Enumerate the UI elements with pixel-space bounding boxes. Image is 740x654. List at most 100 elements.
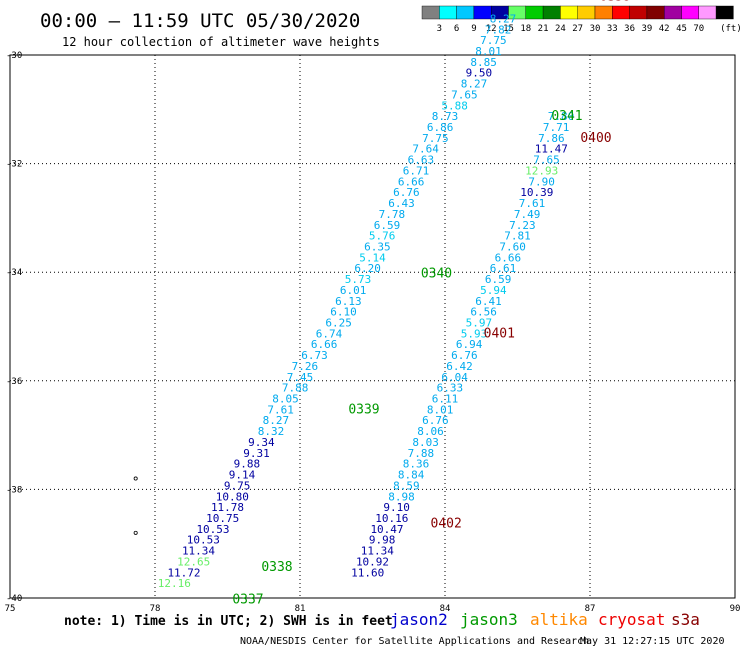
wave-height-value: 6.25 <box>325 317 352 330</box>
colorbar-swatch <box>525 5 544 20</box>
colorbar-label: 39 <box>641 24 652 34</box>
colorbar-label: 42 <box>659 24 670 34</box>
colorbar-label: 27 <box>572 24 583 34</box>
colorbar-label: 70 <box>693 24 704 34</box>
wave-height-value: 6.73 <box>301 349 328 362</box>
wave-height-value: 6.86 <box>427 121 454 134</box>
wave-height-value: 10.16 <box>375 512 408 525</box>
plot-frame <box>9 54 736 599</box>
wave-height-value: 6.11 <box>432 393 459 406</box>
wave-height-value: 10.75 <box>206 512 239 525</box>
wave-height-value: 8.98 <box>388 490 415 503</box>
y-tick-label: -40 <box>6 594 22 604</box>
colorbar-swatch <box>560 5 578 20</box>
wave-height-value: 11.60 <box>351 566 384 579</box>
wave-height-value: 7.61 <box>267 403 294 416</box>
wave-height-value: 8.01 <box>475 45 502 58</box>
wave-height-value: 8.03 <box>412 436 439 449</box>
legend-cryosat: cryosat <box>598 610 665 629</box>
wave-height-value: 8.32 <box>258 425 285 438</box>
colorbar-swatch <box>629 5 648 20</box>
wave-height-value: 8.27 <box>490 12 517 25</box>
wave-height-value: 10.92 <box>356 555 389 568</box>
wave-height-value: 9.31 <box>243 447 270 460</box>
time-label: 0402 <box>431 516 462 531</box>
wave-height-value: 5.76 <box>369 230 396 243</box>
wave-height-value: 9.50 <box>466 67 493 80</box>
wave-height-value: 7.81 <box>504 230 531 243</box>
time-label: 0338 <box>261 560 292 575</box>
wave-height-value: 6.66 <box>311 338 338 351</box>
wave-height-value: 11.34 <box>361 545 394 558</box>
wave-height-value: 10.39 <box>520 186 553 199</box>
wave-height-value: 6.35 <box>364 240 391 253</box>
wave-height-value: 8.27 <box>263 414 290 427</box>
wave-height-value: 5.93 <box>461 327 488 340</box>
point-marker <box>133 476 138 481</box>
x-tick-label: 78 <box>150 604 161 614</box>
chart-title: 00:00 – 11:59 UTC 05/30/2020 <box>40 10 360 32</box>
wave-height-value: 6.74 <box>316 327 343 340</box>
wave-height-value: 9.10 <box>383 501 410 514</box>
wave-height-value: 7.75 <box>480 34 507 47</box>
wave-height-value: 7.86 <box>538 132 565 145</box>
wave-height-value: 7.23 <box>509 219 536 232</box>
grid-lines <box>10 55 735 598</box>
colorbar-swatch <box>577 5 596 20</box>
y-axis: -30 -32 -34 -36 -38 -40 <box>6 51 22 604</box>
time-label: 0401 <box>484 326 515 341</box>
wave-height-value: 8.01 <box>427 403 454 416</box>
wave-height-value: 10.80 <box>216 490 249 503</box>
legend-altika: altika <box>530 610 588 629</box>
colorbar-swatch <box>542 5 561 20</box>
wave-height-value: 7.78 <box>379 208 406 221</box>
colorbar-swatch <box>594 5 613 20</box>
wave-height-value: 9.14 <box>229 469 256 482</box>
footer-timestamp: May 31 12:27:15 UTC 2020 <box>580 636 725 647</box>
wave-height-value: 9.34 <box>248 436 275 449</box>
time-label: 0339 <box>348 402 379 417</box>
time-label: 0341 <box>551 109 582 124</box>
colorbar-swatch <box>421 5 440 20</box>
wave-height-value: 6.42 <box>446 360 473 373</box>
colorbar-swatch <box>612 5 630 20</box>
footer-credit: NOAA/NESDIS Center for Satellite Applica… <box>240 636 589 647</box>
colorbar-label: 12 <box>486 24 497 34</box>
wave-height-value: 8.59 <box>393 479 420 492</box>
wave-height-value: 6.43 <box>388 197 415 210</box>
x-tick-label: 90 <box>730 604 740 614</box>
time-label: 0400 <box>580 131 611 146</box>
colorbar-label: 3 <box>437 24 442 34</box>
wave-height-value: 8.05 <box>272 393 299 406</box>
colorbar-label: 45 <box>676 24 687 34</box>
wave-height-value: 7.65 <box>533 154 560 167</box>
colorbar-swatch <box>439 5 457 20</box>
colorbar-swatch <box>456 5 475 20</box>
x-tick-label: 87 <box>585 604 596 614</box>
point-marker <box>133 530 138 535</box>
colorbar-label: 30 <box>590 24 601 34</box>
wave-height-value: 6.71 <box>403 164 430 177</box>
wave-height-value: 8.36 <box>403 458 430 471</box>
x-tick-label: 84 <box>440 604 451 614</box>
wave-height-value: 10.47 <box>370 523 403 536</box>
y-tick-label: -32 <box>6 160 22 170</box>
wave-height-value: 8.73 <box>432 110 459 123</box>
colorbar-swatch <box>715 5 734 20</box>
time-labels: 0359 0341 0400 0340 0401 0339 0402 0338 0337 <box>232 0 631 607</box>
colorbar-swatch <box>646 5 665 20</box>
wave-height-value: 7.60 <box>499 240 526 253</box>
wave-height-value: 12.93 <box>525 164 558 177</box>
satellite-legend: jason2 jason3 altika cryosat s3a <box>390 610 700 629</box>
wave-height-value: 6.59 <box>374 219 401 232</box>
wave-height-value: 7.64 <box>412 143 439 156</box>
time-label: 0340 <box>421 267 452 282</box>
wave-height-value: 6.59 <box>485 273 512 286</box>
colorbar-label: 33 <box>607 24 618 34</box>
wave-height-value: 6.20 <box>354 262 381 275</box>
time-label: 0359 <box>600 0 631 5</box>
time-label: 0337 <box>232 592 263 607</box>
wave-height-value: 5.88 <box>441 99 468 112</box>
y-tick-label: -36 <box>6 377 22 387</box>
